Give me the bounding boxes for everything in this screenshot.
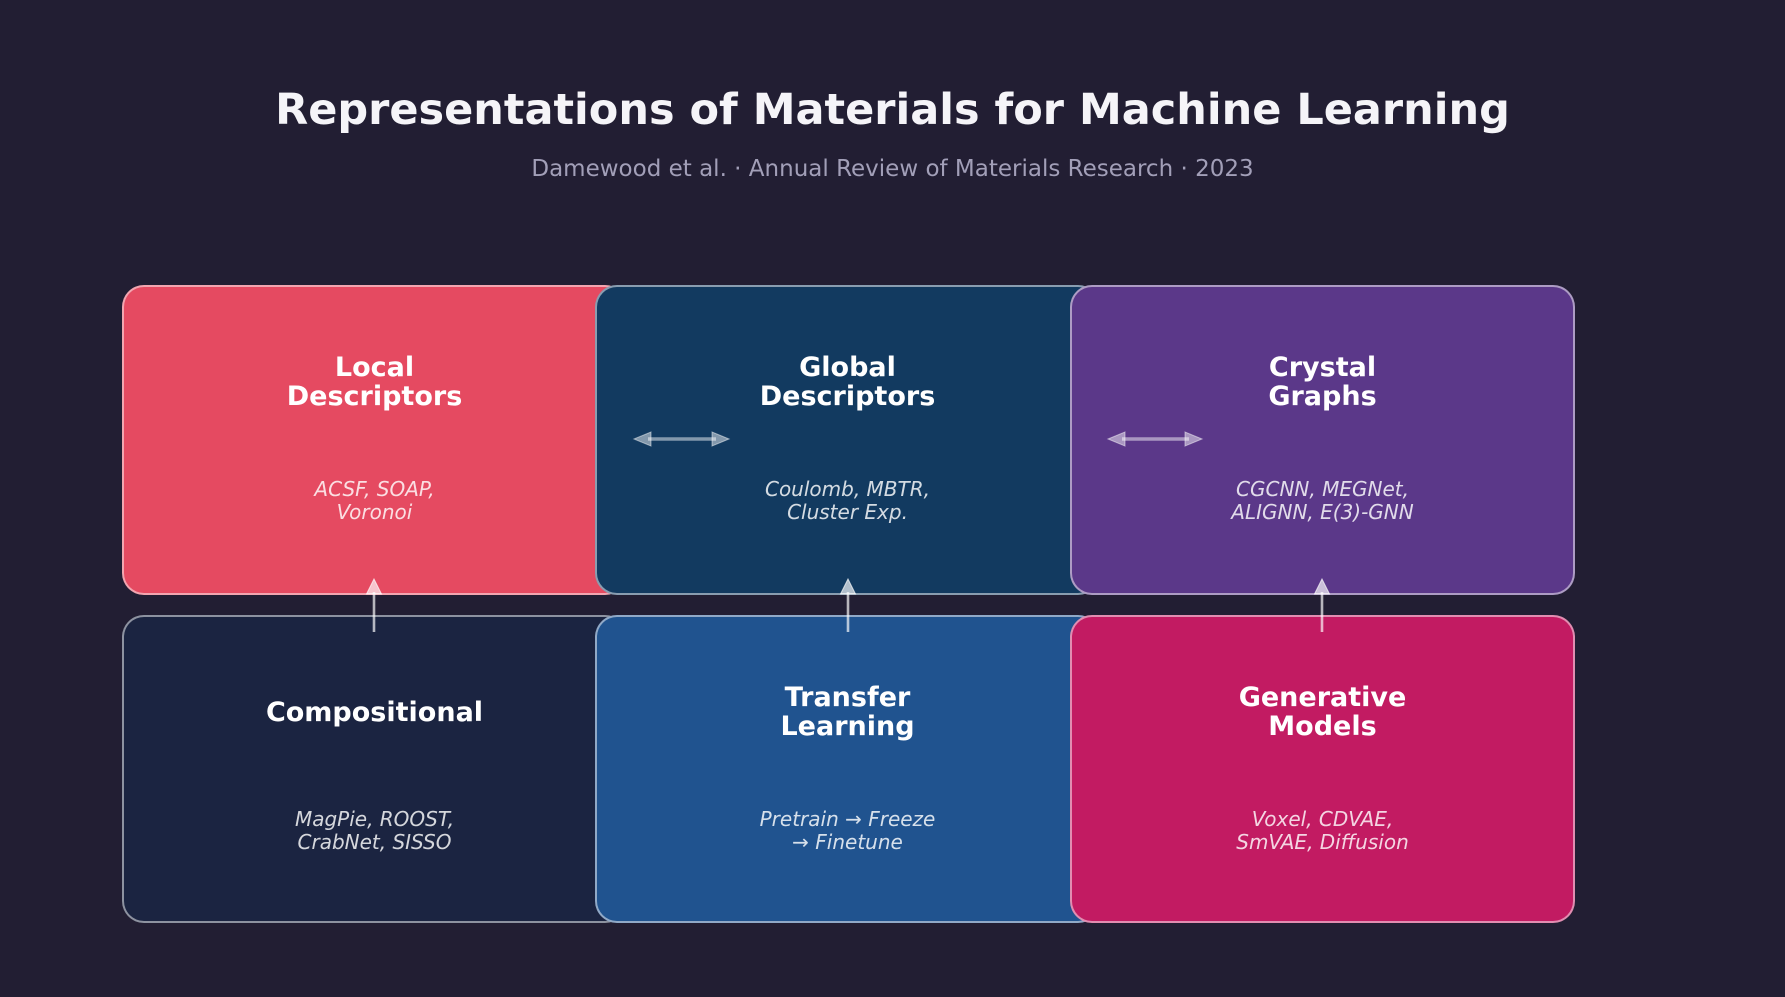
page-subtitle: Damewood et al. · Annual Review of Mater… (531, 156, 1254, 182)
card-title-local-descriptors: Local Descriptors (286, 352, 463, 412)
page-title: Representations of Materials for Machine… (275, 85, 1510, 135)
card-title-crystal-graphs: Crystal Graphs (1268, 352, 1377, 412)
card-title-compositional: Compositional (265, 696, 484, 728)
card-methods-compositional: MagPie, ROOST, CrabNet, SISSO (294, 807, 455, 854)
card-title-transfer-learning: Transfer Learning (780, 682, 915, 742)
card-title-global-descriptors: Global Descriptors (759, 352, 936, 412)
card-global-descriptors: Global Descriptors Coulomb, MBTR, Cluster … (595, 285, 1100, 595)
card-transfer-learning: Transfer Learning Pretrain → Freeze → Fine… (595, 615, 1100, 923)
card-methods-transfer-learning: Pretrain → Freeze → Finetune (759, 807, 936, 854)
card-crystal-graphs: Crystal Graphs CGCNN, MEGNet, ALIGNN, E(3)… (1070, 285, 1575, 595)
card-title-generative-models: Generative Models (1238, 682, 1407, 742)
card-compositional: Compositional MagPie, ROOST, CrabNet, SIS… (122, 615, 627, 923)
card-methods-global-descriptors: Coulomb, MBTR, Cluster Exp. (764, 477, 930, 524)
card-methods-generative-models: Voxel, CDVAE, SmVAE, Diffusion (1236, 807, 1409, 854)
card-generative-models: Generative Models Voxel, CDVAE, SmVAE, Dif… (1070, 615, 1575, 923)
card-local-descriptors: Local Descriptors ACSF, SOAP, Voronoi (122, 285, 627, 595)
card-methods-crystal-graphs: CGCNN, MEGNet, ALIGNN, E(3)-GNN (1231, 477, 1414, 524)
card-methods-local-descriptors: ACSF, SOAP, Voronoi (314, 477, 435, 524)
